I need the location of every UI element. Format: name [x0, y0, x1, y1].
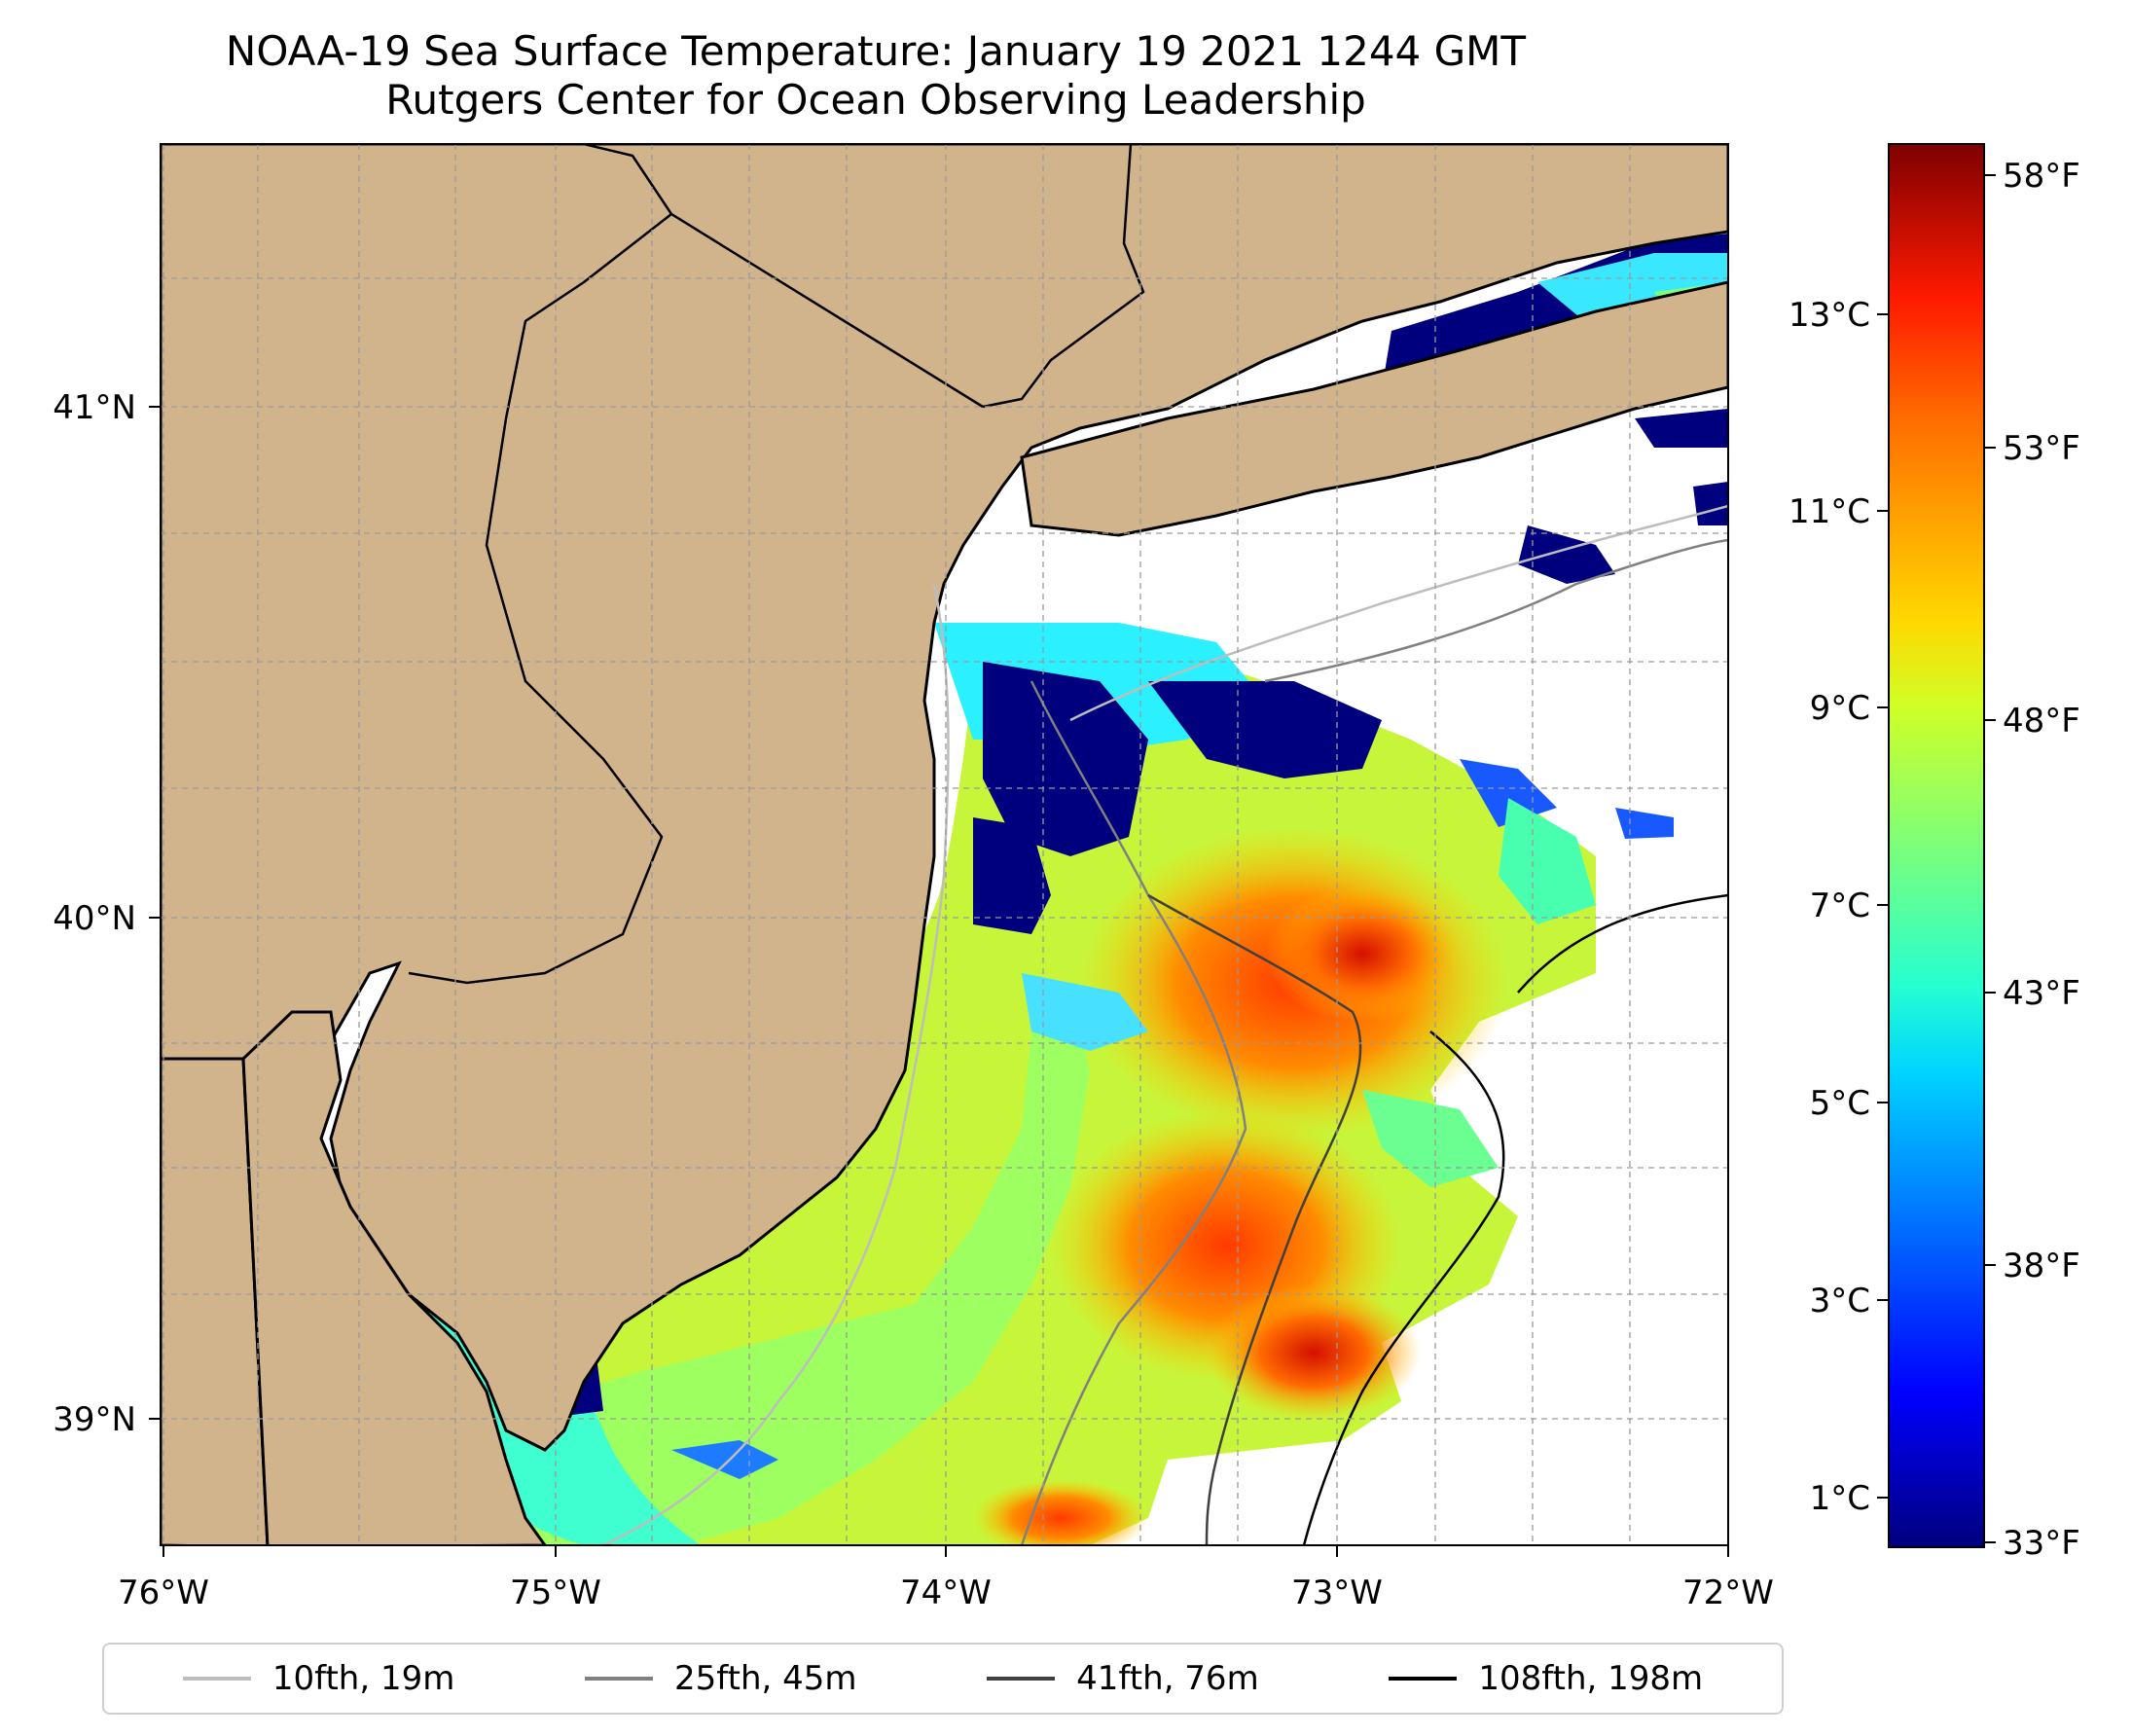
lat-label: 39°N [53, 1400, 136, 1439]
legend-line-icon [987, 1677, 1056, 1681]
map-subtitle: Rutgers Center for Ocean Observing Leade… [385, 76, 1366, 124]
legend-label: 10fth, 19m [271, 1659, 455, 1698]
celsius-label: 3°C [1810, 1282, 1870, 1320]
land-mass [161, 144, 1728, 1545]
legend-label: 41fth, 76m [1076, 1659, 1259, 1698]
lat-label: 40°N [53, 899, 136, 938]
legend-line-icon [182, 1677, 251, 1681]
map-title: NOAA-19 Sea Surface Temperature: January… [225, 27, 1527, 75]
fahrenheit-label: 58°F [2003, 157, 2080, 196]
latitude-labels: 41°N 40°N 39°N [53, 388, 136, 1439]
legend-label: 108fth, 198m [1478, 1659, 1704, 1698]
lon-label: 76°W [118, 1573, 209, 1612]
state-boundaries [241, 144, 1145, 1545]
celsius-label: 9°C [1810, 689, 1870, 728]
fahrenheit-label: 53°F [2003, 429, 2080, 468]
celsius-label: 13°C [1789, 296, 1870, 335]
lon-label: 75°W [510, 1573, 601, 1612]
legend-entry-108fth: 108fth, 198m [1389, 1659, 1703, 1698]
celsius-label: 1°C [1810, 1479, 1870, 1518]
fahrenheit-label: 33°F [2003, 1524, 2080, 1563]
legend-label: 25fth, 45m [674, 1659, 857, 1698]
celsius-labels: 13°C 11°C 9°C 7°C 5°C 3°C 1°C [1789, 296, 1870, 1518]
lon-label: 72°W [1682, 1573, 1774, 1612]
legend-entry-25fth: 25fth, 45m [585, 1659, 857, 1698]
tick-marks [149, 406, 1729, 1557]
celsius-label: 11°C [1789, 492, 1870, 531]
celsius-label: 7°C [1810, 886, 1870, 925]
lon-label: 73°W [1291, 1573, 1383, 1612]
map-frame [160, 143, 1729, 1546]
fahrenheit-label: 48°F [2003, 702, 2080, 741]
legend-entry-41fth: 41fth, 76m [987, 1659, 1259, 1698]
gridlines [161, 144, 1728, 1545]
legend-line-icon [585, 1677, 653, 1681]
fahrenheit-labels: 58°F 53°F 48°F 43°F 38°F 33°F [2003, 157, 2080, 1563]
legend-line-icon [1389, 1677, 1458, 1681]
fahrenheit-label: 43°F [2003, 974, 2080, 1013]
longitude-labels: 76°W 75°W 74°W 73°W 72°W [118, 1573, 1774, 1612]
legend-entry-10fth: 10fth, 19m [182, 1659, 455, 1698]
lat-label: 41°N [53, 388, 136, 427]
lon-label: 74°W [900, 1573, 992, 1612]
celsius-label: 5°C [1810, 1084, 1870, 1123]
colorbar-ticks [1877, 174, 1996, 1543]
isobath-legend: 10fth, 19m 25fth, 45m 41fth, 76m 108fth,… [102, 1643, 1784, 1715]
isobaths [602, 504, 1728, 1545]
fahrenheit-label: 38°F [2003, 1247, 2080, 1285]
colorbar [1888, 143, 1985, 1548]
